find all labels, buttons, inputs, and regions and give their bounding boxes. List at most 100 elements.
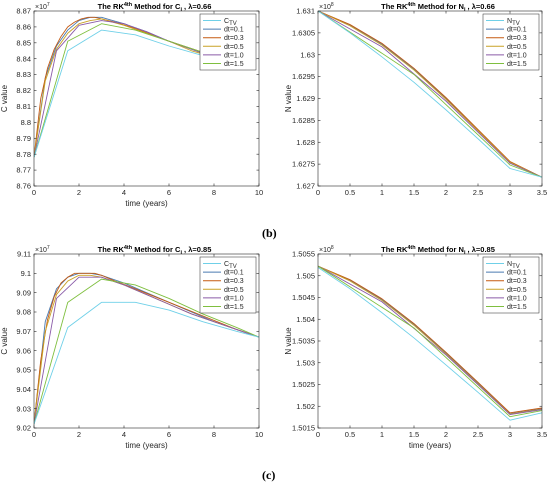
panel-label-b: (b) xyxy=(262,226,277,240)
y-tick-label: 8.85 xyxy=(16,38,31,47)
axes-box xyxy=(33,253,260,429)
x-axis-label: time (years) xyxy=(409,441,452,450)
x-tick-label: 2 xyxy=(444,188,448,197)
series-line-dt-1-5 xyxy=(318,11,542,178)
legend-box xyxy=(482,256,540,314)
series-line-dt-1-0 xyxy=(34,276,259,425)
series-line-dt-1-0 xyxy=(318,11,542,178)
y-tick-label: 1.5025 xyxy=(292,380,315,389)
series-line-dt-1-5 xyxy=(34,278,259,425)
y-tick-label: 9.08 xyxy=(16,308,31,317)
y-tick-label: 9.11 xyxy=(17,250,31,259)
y-tick-label: 1.63 xyxy=(300,50,315,59)
y-tick-label: 1.5045 xyxy=(292,293,315,302)
legend-label: dt=0.3 xyxy=(224,35,244,42)
y-tick-label: 9.03 xyxy=(16,404,31,413)
y-tick-label: 9.05 xyxy=(16,366,31,375)
x-tick-label: 10 xyxy=(255,430,263,439)
legend-label: dt=1.0 xyxy=(507,295,527,302)
y-tick-label: 1.502 xyxy=(296,402,315,411)
chart-title: The RK4th Method for Ci , λ=0.85 xyxy=(98,245,212,256)
legend-label: NTV xyxy=(507,18,520,27)
exponent-label: ×107 xyxy=(35,245,50,254)
legend-label: dt=0.3 xyxy=(507,35,527,42)
exponent-label: ×108 xyxy=(319,245,334,254)
y-tick-label: 1.6285 xyxy=(292,116,315,125)
x-tick-label: 8 xyxy=(212,188,216,197)
x-tick-label: 4 xyxy=(122,188,126,197)
y-tick-label: 1.628 xyxy=(296,138,315,147)
legend-label: dt=0.1 xyxy=(507,270,527,277)
legend-label: CTV xyxy=(224,18,237,27)
chart-c-lambda-066: 0 2 4 6 8 10 8.76 8.77 8.78 8.79 8.8 8.81 8.82 8.83 8.… xyxy=(0,2,263,208)
y-tick-label: 1.631 xyxy=(296,7,315,16)
legend-label: dt=1.5 xyxy=(507,304,527,311)
legend-label: dt=0.3 xyxy=(507,278,527,285)
x-tick-label: 2 xyxy=(77,430,81,439)
y-tick-label: 1.5035 xyxy=(292,337,315,346)
series-line-dt-0-5 xyxy=(318,11,542,178)
y-tick-label: 8.8 xyxy=(21,118,31,127)
y-tick-label: 8.87 xyxy=(16,7,31,16)
y-tick-label: 1.503 xyxy=(296,358,315,367)
y-axis-label: N value xyxy=(284,327,293,355)
x-tick-label: 2.5 xyxy=(473,430,483,439)
x-tick-label: 2.5 xyxy=(473,188,483,197)
y-axis-label: N value xyxy=(284,84,293,112)
y-tick-label: 8.77 xyxy=(16,166,31,175)
y-tick-label: 1.504 xyxy=(296,315,315,324)
chart-n-lambda-085: 0 0.5 1 1.5 2 2.5 3 3.5 1.5015 1.502 1.5025 1.503 1.… xyxy=(284,245,547,450)
x-tick-label: 1 xyxy=(380,430,384,439)
x-tick-label: 2 xyxy=(444,430,448,439)
x-tick-label: 0 xyxy=(32,430,36,439)
series-line-dt-0-3 xyxy=(318,265,542,414)
x-tick-label: 3 xyxy=(508,188,512,197)
legend-box xyxy=(199,256,257,314)
x-tick-label: 1.5 xyxy=(409,188,419,197)
legend-label: NTV xyxy=(507,261,520,270)
x-tick-label: 0 xyxy=(32,188,36,197)
series-line-dt-1-5 xyxy=(318,265,542,418)
x-tick-label: 3.5 xyxy=(537,430,547,439)
y-tick-label: 9.06 xyxy=(16,346,31,355)
y-tick-label: 8.82 xyxy=(16,86,31,95)
y-tick-label: 9.1 xyxy=(21,269,31,278)
series-line-n-tv xyxy=(318,267,542,421)
x-axis-label: time (years) xyxy=(125,199,168,208)
legend-label: dt=1.5 xyxy=(224,61,244,68)
legend-label: dt=0.3 xyxy=(224,278,244,285)
x-tick-label: 2 xyxy=(77,188,81,197)
legend-label: dt=1.0 xyxy=(507,52,527,59)
x-tick-label: 4 xyxy=(122,430,126,439)
legend-label: dt=1.0 xyxy=(224,295,244,302)
y-tick-label: 1.6295 xyxy=(292,72,315,81)
chart-n-lambda-066: 0 0.5 1 1.5 2 2.5 3 3.5 1.627 1.6275 1.628 1.6285 1.… xyxy=(284,2,547,197)
x-tick-label: 3.5 xyxy=(537,188,547,197)
x-tick-label: 0.5 xyxy=(345,188,355,197)
y-tick-label: 8.76 xyxy=(16,182,31,191)
y-tick-label: 1.6305 xyxy=(292,28,315,37)
x-tick-label: 3 xyxy=(508,430,512,439)
series-group xyxy=(318,265,542,421)
x-tick-label: 0 xyxy=(316,188,320,197)
y-tick-label: 9.04 xyxy=(16,385,31,394)
y-tick-label: 9.09 xyxy=(16,288,31,297)
x-tick-label: 0 xyxy=(316,430,320,439)
y-axis-label: C value xyxy=(0,84,9,112)
legend-label: dt=0.1 xyxy=(507,27,527,34)
y-axis-label: C value xyxy=(0,327,9,355)
legend-label: CTV xyxy=(224,261,237,270)
y-tick-label: 9.07 xyxy=(16,327,31,336)
legend-box xyxy=(199,13,257,71)
x-tick-label: 0.5 xyxy=(345,430,355,439)
y-tick-label: 1.5055 xyxy=(292,250,315,259)
y-tick-label: 8.83 xyxy=(16,70,31,79)
y-tick-label: 1.629 xyxy=(296,94,315,103)
chart-c-lambda-085: 0 2 4 6 8 10 9.02 9.03 9.04 9.05 9.06 9.07 9.08 9.09 9… xyxy=(0,245,263,450)
y-tick-label: 1.505 xyxy=(296,271,315,280)
